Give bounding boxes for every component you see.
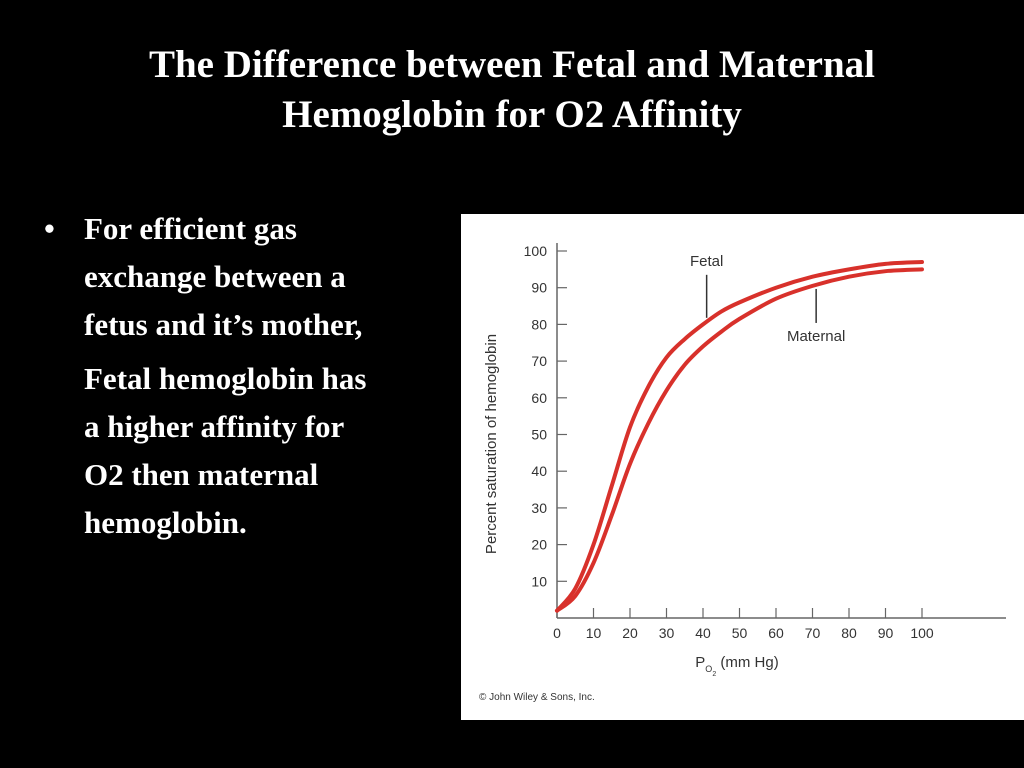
x-tick-label: 50 xyxy=(732,625,748,641)
annotation-label: Fetal xyxy=(690,253,723,270)
x-tick-label: 10 xyxy=(586,625,602,641)
x-tick-label: 100 xyxy=(910,625,934,641)
continuation-line-2: a higher affinity for xyxy=(84,409,345,444)
credit-text: © John Wiley & Sons, Inc. xyxy=(479,692,595,703)
annotation-label: Maternal xyxy=(787,328,845,345)
y-tick-label: 100 xyxy=(524,243,548,259)
x-tick-label: 60 xyxy=(768,625,784,641)
y-tick-label: 40 xyxy=(531,463,547,479)
continuation-line-3: O2 then maternal xyxy=(84,457,319,492)
series-line-fetal xyxy=(555,260,924,613)
bullet-continuation: Fetal hemoglobin has a higher affinity f… xyxy=(44,355,464,547)
x-tick-label: 0 xyxy=(553,625,561,641)
continuation-line-4: hemoglobin. xyxy=(84,505,247,540)
y-tick-label: 90 xyxy=(531,280,547,296)
x-tick-label: 80 xyxy=(841,625,857,641)
title-line-2: Hemoglobin for O2 Affinity xyxy=(282,93,742,136)
x-axis-label-main: P xyxy=(695,654,705,671)
y-tick-label: 20 xyxy=(531,537,547,553)
y-tick-label: 30 xyxy=(531,500,547,516)
x-tick-label: 40 xyxy=(695,625,711,641)
bullet-line-1: For efficient gas xyxy=(84,211,297,246)
continuation-line-1: Fetal hemoglobin has xyxy=(84,361,367,396)
dissociation-curve-chart: Percent saturation of hemoglobin PO2 (mm… xyxy=(479,243,1006,703)
bullet-list: • For efficient gas exchange between a f… xyxy=(44,205,464,547)
x-axis-label-sub1: O xyxy=(705,664,712,674)
series-line-maternal xyxy=(555,267,924,613)
y-tick-label: 60 xyxy=(531,390,547,406)
slide-title: The Difference between Fetal and Materna… xyxy=(40,40,984,140)
y-tick-label: 10 xyxy=(531,573,547,589)
title-line-1: The Difference between Fetal and Materna… xyxy=(148,43,875,86)
bullet-dot: • xyxy=(44,211,55,246)
x-tick-label: 90 xyxy=(878,625,894,641)
x-tick-label: 20 xyxy=(622,625,638,641)
y-tick-label: 70 xyxy=(531,353,547,369)
chart-panel: Percent saturation of hemoglobin PO2 (mm… xyxy=(461,214,1024,720)
bullet-item: • For efficient gas exchange between a f… xyxy=(44,205,464,349)
y-axis-label: Percent saturation of hemoglobin xyxy=(483,334,500,554)
bullet-line-2: exchange between a xyxy=(84,259,346,294)
bullet-line-3: fetus and it’s mother, xyxy=(84,307,363,342)
x-axis-label: PO2 (mm Hg) xyxy=(695,654,778,678)
bullet-text: For efficient gas exchange between a fet… xyxy=(84,205,464,349)
x-tick-label: 70 xyxy=(805,625,821,641)
x-axis-label-sub2: 2 xyxy=(712,671,716,678)
x-axis-label-unit: (mm Hg) xyxy=(716,654,779,671)
x-tick-label: 30 xyxy=(659,625,675,641)
y-tick-label: 80 xyxy=(531,316,547,332)
y-tick-label: 50 xyxy=(531,427,547,443)
